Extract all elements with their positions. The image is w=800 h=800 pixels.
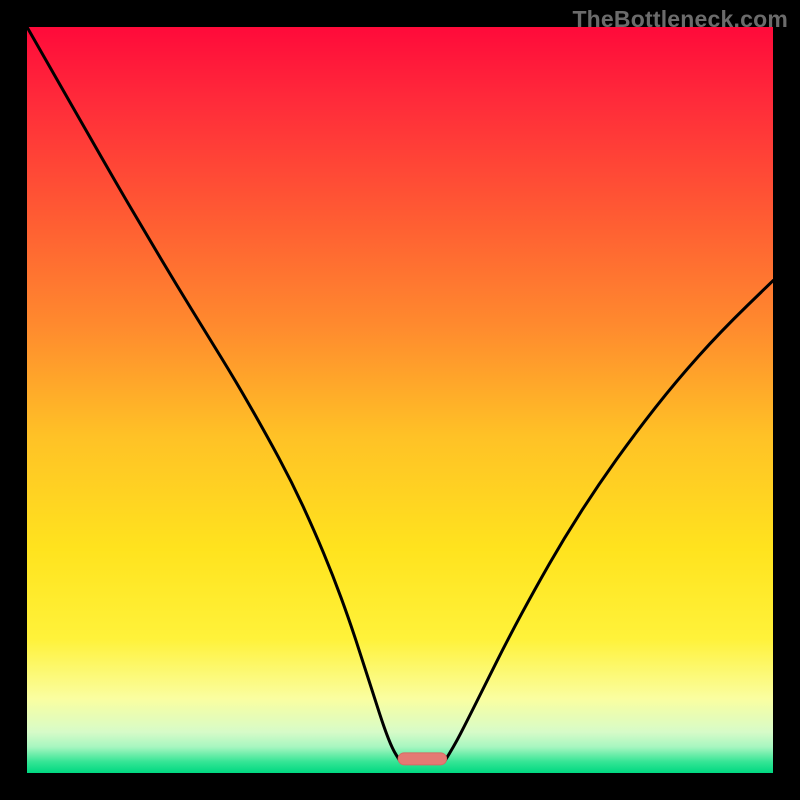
watermark-text: TheBottleneck.com [572, 6, 788, 33]
plot-area [27, 27, 773, 773]
bottleneck-chart [0, 0, 800, 800]
optimal-marker [398, 753, 446, 765]
